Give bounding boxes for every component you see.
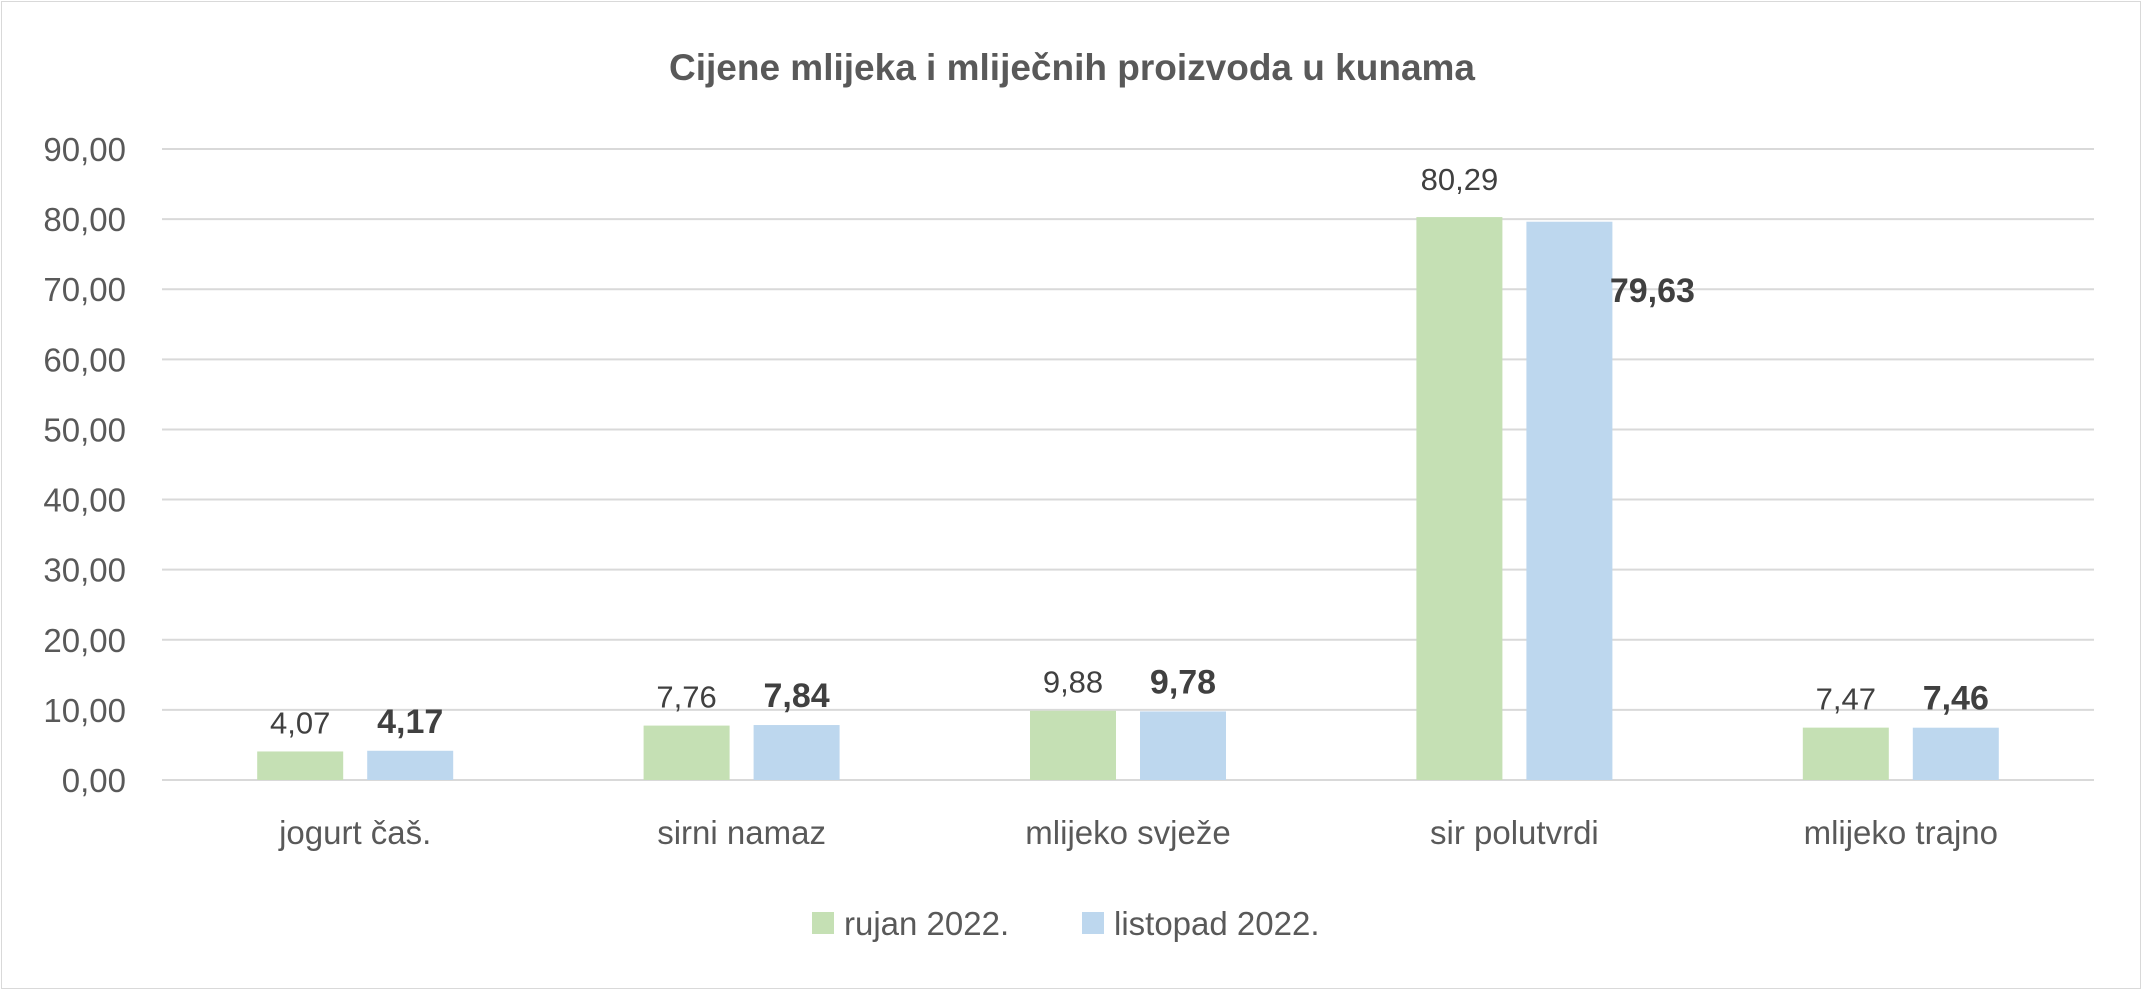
data-labels: 4,07 4,17 7,76 7,84 9,88 9,78 80,29 79,63 7,47 7,… [270, 162, 1989, 741]
y-tick-label: 50,00 [43, 411, 126, 448]
x-category-label: mlijeko svježe [1025, 814, 1230, 851]
data-label: 4,17 [377, 703, 443, 741]
gridlines [162, 148, 2094, 781]
y-tick-label: 90,00 [43, 131, 126, 168]
x-category-label: sirni namaz [657, 814, 826, 851]
x-category-label: mlijeko trajno [1804, 814, 1998, 851]
legend: rujan 2022. listopad 2022. [812, 905, 1320, 942]
bars [257, 217, 1999, 781]
x-category-label: sir polutvrdi [1430, 814, 1599, 851]
bar-listopad-4 [1912, 727, 1999, 780]
data-label: 9,88 [1043, 665, 1103, 700]
y-tick-label: 30,00 [43, 552, 126, 589]
y-tick-label: 80,00 [43, 201, 126, 238]
data-label: 79,63 [1610, 272, 1695, 310]
bar-listopad-0 [367, 750, 454, 780]
data-label: 7,47 [1816, 682, 1876, 717]
bar-rujan-0 [257, 751, 344, 780]
y-tick-label: 40,00 [43, 482, 126, 519]
y-tick-label: 70,00 [43, 271, 126, 308]
x-category-label: jogurt čaš. [278, 814, 431, 851]
y-tick-label: 0,00 [62, 762, 126, 799]
legend-label: rujan 2022. [844, 905, 1009, 942]
y-axis-ticks: 0,00 10,00 20,00 30,00 40,00 50,00 60,00 70,00 8… [43, 131, 126, 799]
data-label: 7,76 [656, 680, 716, 715]
bar-rujan-3 [1416, 217, 1503, 781]
data-label: 7,46 [1923, 680, 1989, 718]
data-label: 7,84 [764, 677, 830, 715]
chart-title: Cijene mlijeka i mliječnih proizvoda u k… [669, 47, 1475, 88]
bar-rujan-4 [1802, 727, 1889, 780]
bar-listopad-2 [1140, 711, 1226, 780]
bar-listopad-1 [753, 725, 840, 780]
legend-swatch [1082, 912, 1104, 934]
y-tick-label: 60,00 [43, 341, 126, 378]
bar-listopad-3 [1526, 221, 1613, 781]
data-label: 9,78 [1150, 663, 1216, 701]
legend-label: listopad 2022. [1114, 905, 1320, 942]
data-label: 80,29 [1421, 162, 1499, 197]
bar-rujan-2 [1030, 710, 1116, 780]
y-tick-label: 10,00 [43, 692, 126, 729]
data-label: 4,07 [270, 705, 330, 740]
legend-swatch [812, 912, 834, 934]
x-axis-categories: jogurt čaš. sirni namaz mlijeko svježe sir … [278, 814, 1998, 851]
bar-rujan-1 [643, 725, 730, 780]
y-tick-label: 20,00 [43, 622, 126, 659]
